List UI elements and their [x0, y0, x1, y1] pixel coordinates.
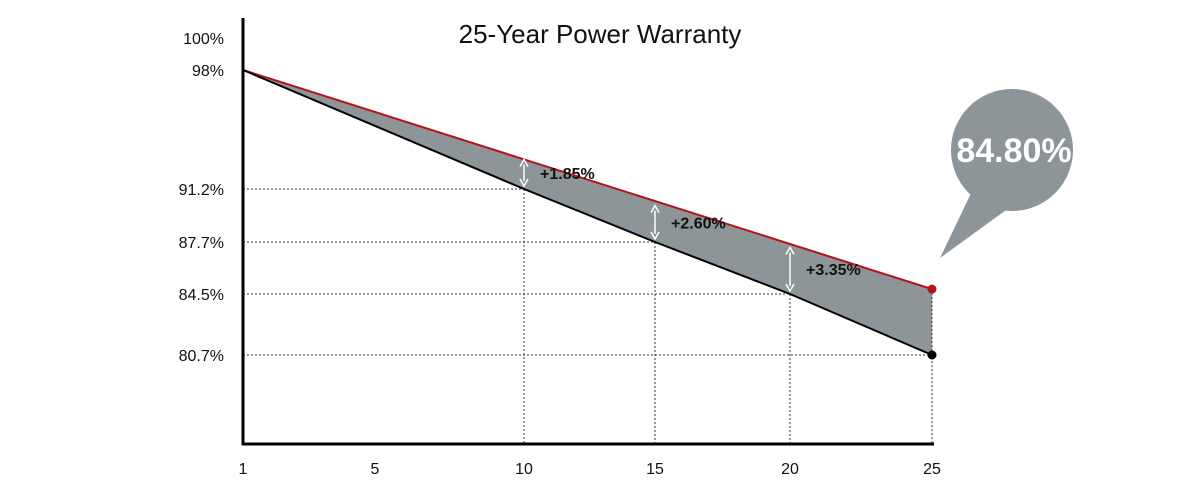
- y-tick-label: 80.7%: [179, 348, 224, 365]
- y-tick-label: 98%: [192, 63, 224, 80]
- x-tick-label: 25: [923, 461, 941, 478]
- x-tick-label: 20: [781, 461, 799, 478]
- gap-label: +1.85%: [540, 166, 595, 183]
- y-tick-label: 84.5%: [179, 287, 224, 304]
- series-line-black: [242, 69, 933, 356]
- callout-bubble: 84.80%: [940, 89, 1073, 258]
- gap-label: +3.35%: [806, 262, 861, 279]
- series-line-red: [242, 69, 933, 291]
- arrow-head-down: [650, 231, 660, 241]
- callout-circle: [951, 89, 1073, 211]
- y-tick-label: 87.7%: [179, 235, 224, 252]
- end-point-black: [927, 350, 937, 360]
- arrow-head-down: [785, 283, 795, 293]
- x-tick-label: 1: [239, 461, 248, 478]
- chart-title: 25-Year Power Warranty: [459, 19, 742, 49]
- gap-area: [243, 70, 932, 355]
- gap-label: +2.60%: [671, 215, 726, 232]
- end-point-red: [927, 284, 937, 294]
- x-tick-label: 5: [371, 461, 380, 478]
- arrow-head-up: [785, 245, 795, 255]
- arrow-head-up: [650, 204, 660, 214]
- x-tick-label: 10: [515, 461, 533, 478]
- arrow-head-down: [519, 178, 529, 188]
- y-tick-label: 91.2%: [179, 182, 224, 199]
- callout-label: 84.80%: [956, 132, 1071, 170]
- y-tick-label: 100%: [183, 31, 224, 48]
- x-tick-label: 15: [646, 461, 664, 478]
- arrow-head-up: [519, 158, 529, 167]
